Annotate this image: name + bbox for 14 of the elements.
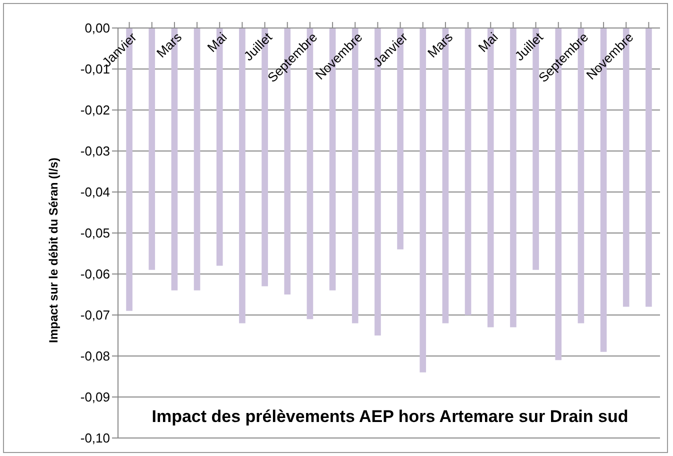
y-tick-label: -0,10 <box>80 430 110 446</box>
y-tick-label: -0,08 <box>80 348 110 364</box>
y-tick-label: -0,09 <box>80 390 110 405</box>
y-tick-label: -0,07 <box>80 308 110 323</box>
y-tick-label: -0,03 <box>80 144 110 159</box>
x-tick-label: Mai <box>475 29 501 55</box>
x-tick-label: Mai <box>204 29 230 55</box>
y-tick-label: 0,00 <box>84 20 110 36</box>
y-tick-label: -0,06 <box>80 266 110 282</box>
text: Impact des prélèvements AEP hors Artemare sur Drain sud <box>152 407 628 426</box>
y-axis-title: Impact sur le débit du Séran (l/s) <box>46 158 60 343</box>
y-tick-label: -0,02 <box>80 102 110 118</box>
y-tick-label: -0,05 <box>80 226 110 241</box>
y-tick-label: -0,04 <box>80 184 110 200</box>
